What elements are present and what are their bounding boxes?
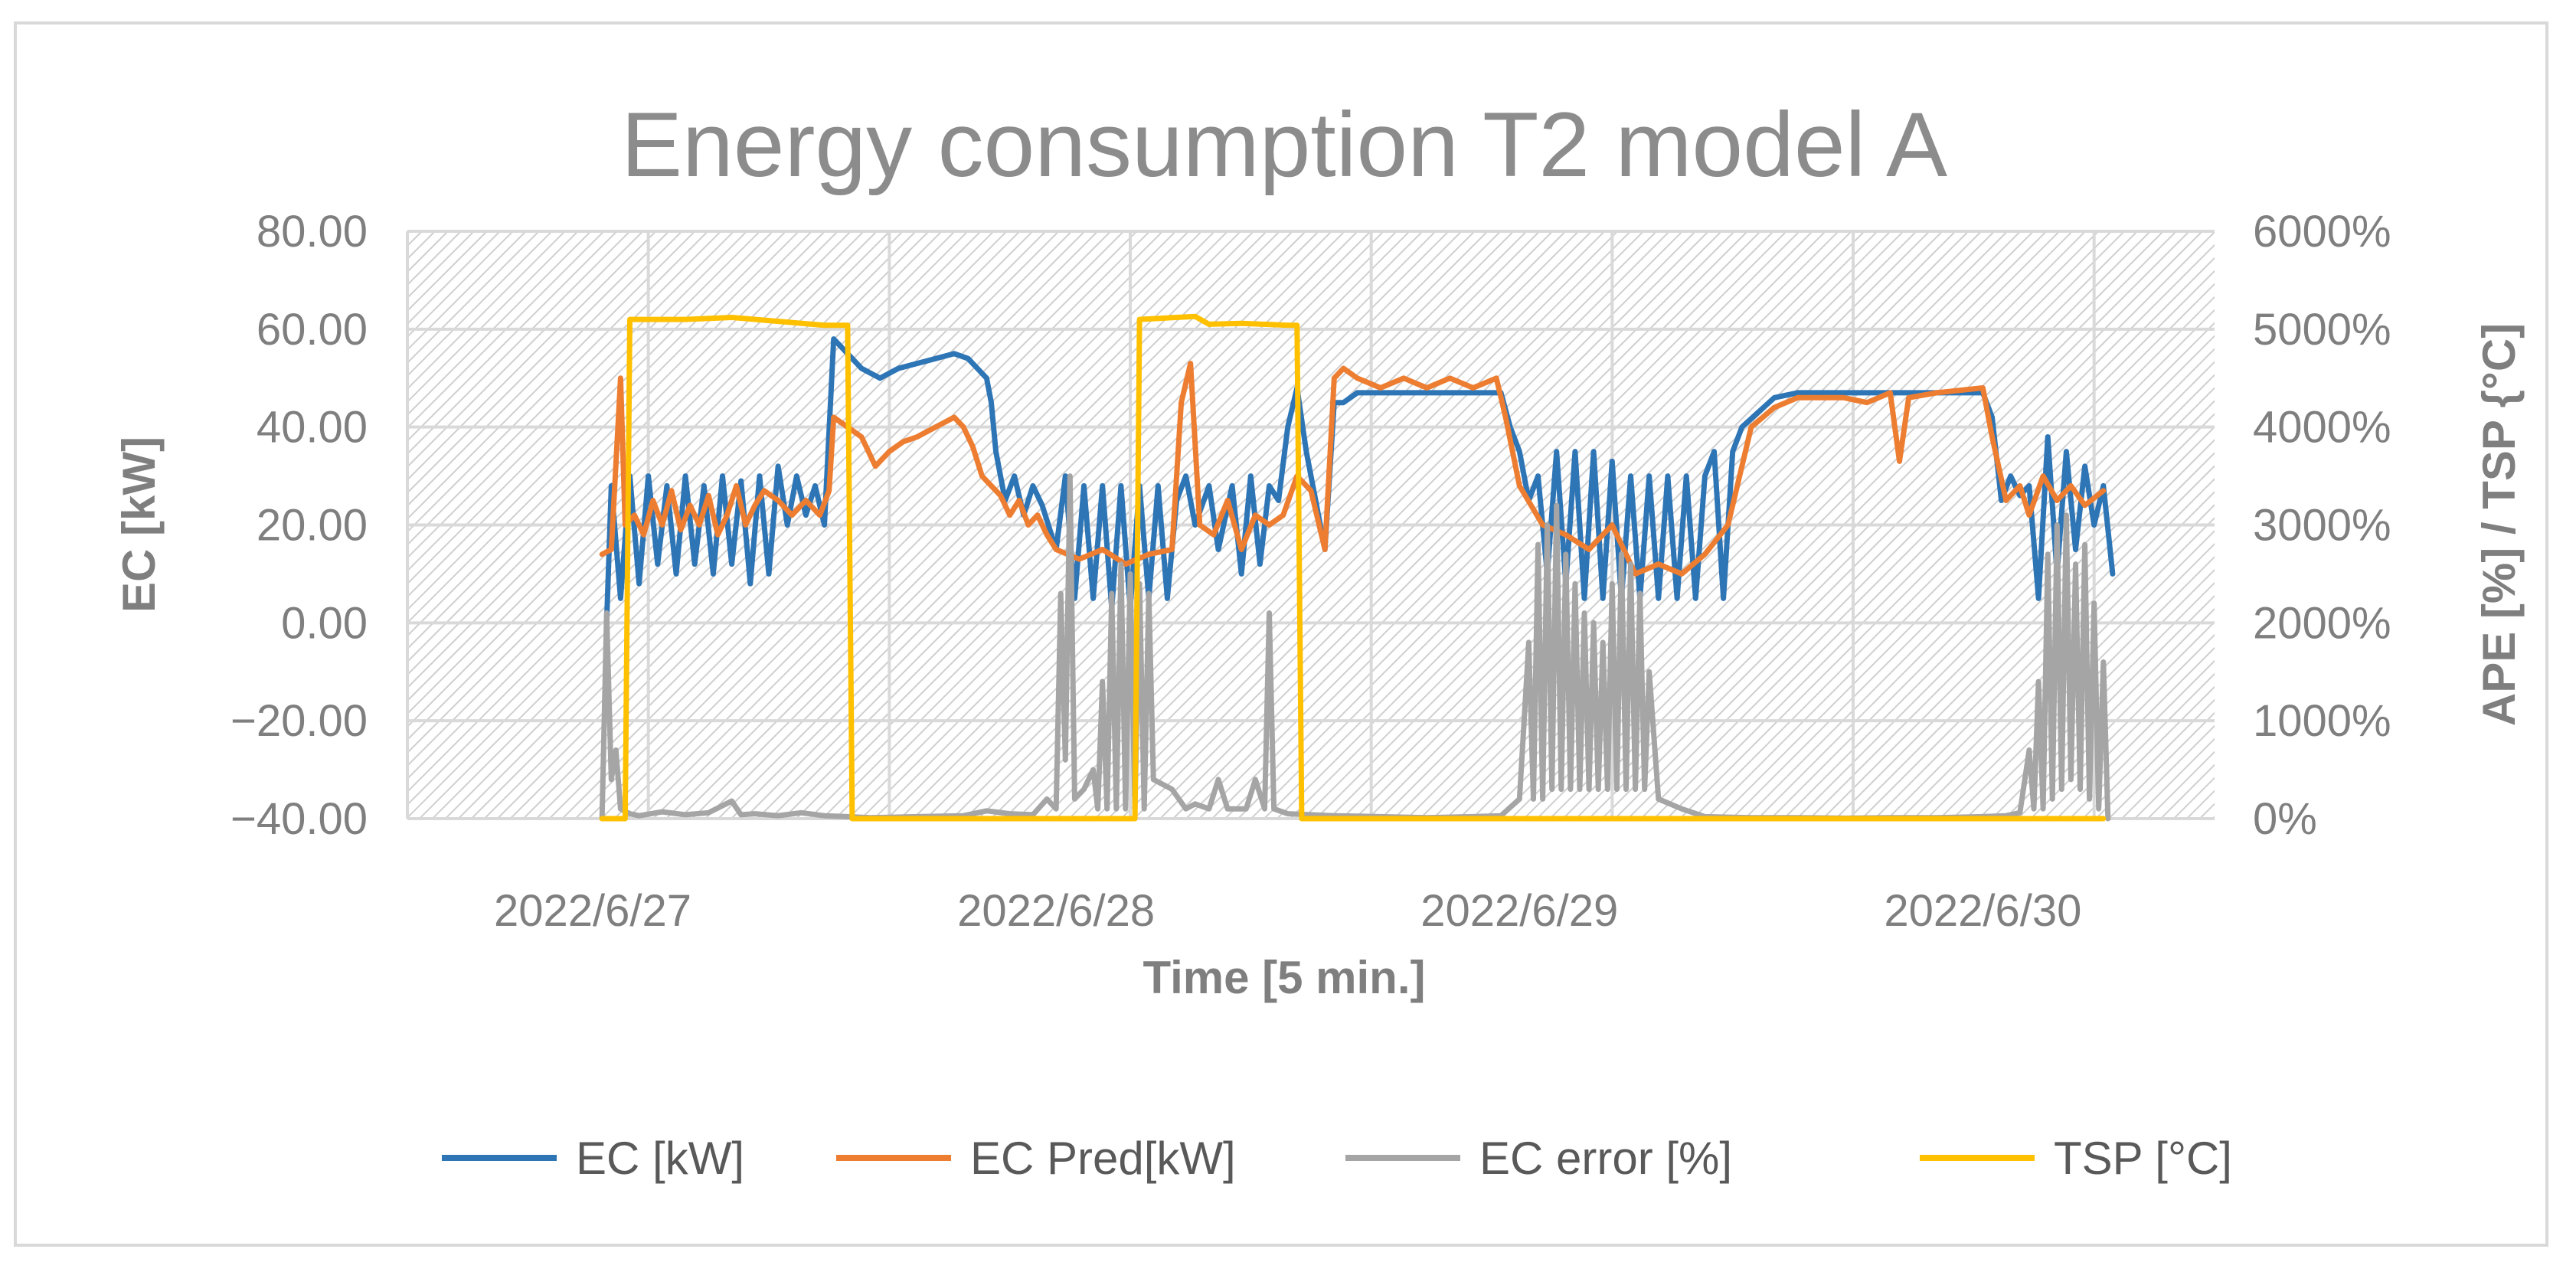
y2-tick-label: 5000% [2253,305,2391,355]
y-tick-label: −20.00 [230,696,368,746]
x-tick-label: 2022/6/28 [957,886,1155,936]
y-tick-label: 0.00 [281,598,368,648]
y2-tick-label: 1000% [2253,696,2391,746]
legend: EC [kW] EC Pred[kW] EC error [%] TSP [°C] [442,1133,2232,1184]
y-tick-label: −40.00 [230,794,368,844]
y2-axis-title: APE [%] / TSP {°C] [2473,323,2525,726]
series-line-tsp-c [599,313,2107,822]
y2-tick-label: 6000% [2253,207,2391,257]
y-tick-label: 60.00 [257,305,368,355]
x-tick-label: 2022/6/29 [1420,886,1618,936]
series-lines [599,313,2116,822]
y2-tick-label: 3000% [2253,501,2391,551]
chart-frame: Energy consumption T2 model A 80.00 60.00… [14,21,2548,1247]
y2-tick-label: 4000% [2253,403,2391,453]
chart-title: Energy consumption T2 model A [621,93,1947,196]
y-axis-title: EC [kW] [113,437,165,613]
series-line-ec-kw [603,336,2116,626]
legend-label: TSP [°C] [2054,1133,2232,1184]
y-axis-ticks: 80.00 60.00 40.00 20.00 0.00 −20.00 −40.00 [230,207,368,844]
series-line-ec-pred-kw [599,361,2107,577]
x-tick-label: 2022/6/27 [494,886,691,936]
y-tick-label: 20.00 [257,501,368,551]
x-tick-label: 2022/6/30 [1884,886,2081,936]
legend-label: EC error [%] [1479,1133,1732,1184]
y2-tick-label: 0% [2253,794,2317,844]
chart-canvas: Energy consumption T2 model A 80.00 60.00… [113,93,2525,1184]
legend-label: EC Pred[kW] [970,1133,1236,1184]
y2-tick-label: 2000% [2253,598,2391,648]
y2-axis-ticks: 6000% 5000% 4000% 3000% 2000% 1000% 0% [2253,207,2391,844]
y-tick-label: 40.00 [257,403,368,453]
x-axis-ticks: 2022/6/27 2022/6/28 2022/6/29 2022/6/30 [494,886,2081,936]
x-axis-title: Time [5 min.] [1143,952,1426,1003]
y-tick-label: 80.00 [257,207,368,257]
legend-label: EC [kW] [576,1133,744,1184]
